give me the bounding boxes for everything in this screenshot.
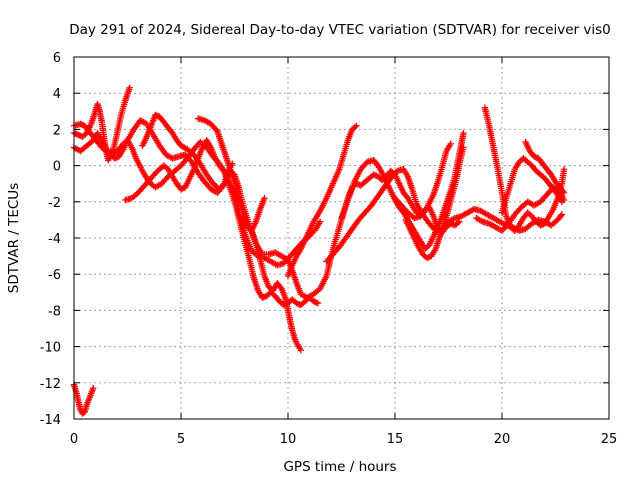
series-track-6 [194, 115, 268, 234]
data-point [90, 385, 97, 392]
axis-ticks: 0 5 10 15 20 25 -14 -12 -10 -8 -6 -4 -2 0 2 4 6 [40, 51, 618, 447]
y-tick-label: -14 [40, 413, 61, 428]
y-tick-label: -12 [40, 377, 61, 392]
data-point [314, 299, 322, 307]
y-tick-label: 6 [53, 51, 61, 66]
data-point [557, 212, 565, 220]
data-point [560, 166, 568, 173]
series-track-8 [284, 122, 360, 280]
data-point [297, 347, 305, 354]
y-axis-label: SDTVAR / TECUs [6, 183, 22, 293]
data-point [403, 208, 410, 215]
data-series [70, 84, 568, 417]
y-tick-label: -2 [48, 196, 61, 211]
series-track-12 [391, 140, 454, 222]
data-point [126, 84, 133, 91]
series-track-14 [473, 184, 568, 234]
data-point [261, 194, 268, 202]
data-point [316, 218, 324, 225]
x-tick-label: 20 [494, 432, 511, 447]
data-point [221, 180, 228, 187]
series-track-11 [402, 144, 467, 262]
chart-title: Day 291 of 2024, Sidereal Day-to-day VTE… [69, 22, 611, 38]
x-tick-label: 15 [387, 432, 404, 447]
x-tick-label: 5 [177, 432, 185, 447]
data-point [353, 122, 360, 129]
data-point [351, 123, 359, 131]
y-tick-label: 0 [53, 160, 61, 175]
data-point [559, 188, 567, 195]
series-track-2 [70, 120, 324, 269]
data-point [447, 140, 454, 148]
y-tick-label: -4 [48, 232, 61, 247]
data-point [163, 174, 171, 182]
x-tick-label: 0 [70, 432, 78, 447]
series-track-3 [70, 84, 133, 164]
data-point [558, 198, 566, 205]
data-point [454, 219, 461, 227]
grid [74, 57, 609, 419]
series-track-7 [248, 227, 305, 354]
y-tick-label: -8 [48, 304, 61, 319]
data-point [560, 189, 568, 196]
series-track-5 [139, 111, 463, 301]
data-point [152, 169, 160, 176]
series-track-13 [481, 104, 568, 234]
series-track-4 [122, 137, 322, 309]
data-point [460, 144, 467, 151]
y-tick-label: -10 [40, 341, 61, 356]
y-tick-label: -6 [48, 268, 61, 283]
x-tick-label: 25 [601, 432, 618, 447]
data-point [558, 211, 566, 218]
series-track-15 [498, 155, 566, 216]
series-track-17 [70, 381, 97, 417]
y-tick-label: 4 [53, 87, 61, 102]
x-axis-label: GPS time / hours [283, 459, 396, 475]
data-point [212, 126, 220, 133]
x-tick-label: 10 [280, 432, 297, 447]
series-track-16 [522, 138, 568, 196]
y-tick-label: 2 [53, 123, 61, 138]
data-point [516, 205, 524, 212]
data-point [460, 129, 467, 137]
